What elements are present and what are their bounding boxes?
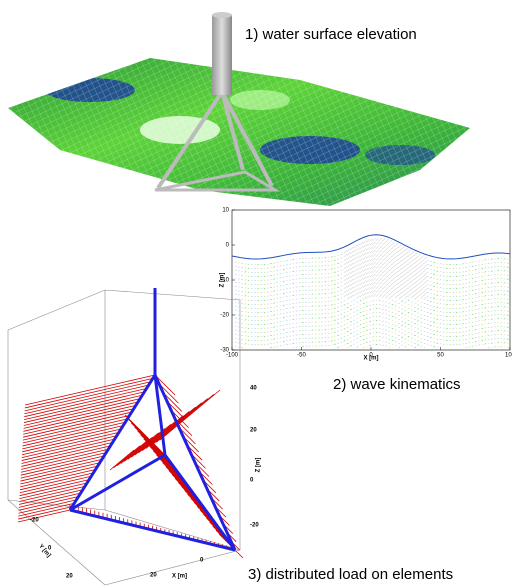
z-tick-label: 0 <box>250 478 254 484</box>
caption: 3) distributed load on elements <box>248 566 453 583</box>
y-tick-label: 0 <box>226 243 230 249</box>
load-arrow <box>25 375 155 405</box>
y-tick-label: -20 <box>220 313 229 319</box>
load-arrow <box>22 426 123 449</box>
z-axis-label: Z [m] <box>256 458 262 473</box>
y-tick-label: -20 <box>30 518 39 524</box>
load-arrow <box>114 446 141 468</box>
load-arrow <box>25 378 153 408</box>
load-arrow <box>22 436 117 458</box>
caption: 1) water surface elevation <box>245 26 417 43</box>
y-tick-label: 20 <box>66 574 73 580</box>
kinematics-plot: -100-50050100100-10-20-30 <box>220 208 512 359</box>
figure: 1) water surface elevation -100-50050100… <box>0 0 512 586</box>
y-tick-label: 10 <box>222 208 229 214</box>
load-arrow <box>235 550 243 558</box>
water-surface <box>0 12 480 220</box>
load-arrow <box>22 429 121 452</box>
x-axis-label: X [m] <box>364 356 379 362</box>
load-arrow <box>160 390 220 440</box>
load-arrow <box>21 459 102 478</box>
z-tick-label: 40 <box>250 386 257 392</box>
x-tick-label: 50 <box>437 353 444 359</box>
x-tick-label: 100 <box>505 353 512 359</box>
load-arrow <box>117 441 146 465</box>
load-arrow <box>24 389 146 417</box>
x-tick-label: 0 <box>200 558 204 564</box>
load-arrow <box>24 392 144 420</box>
load-arrow <box>23 405 135 431</box>
caption: 2) wave kinematics <box>333 376 461 393</box>
load-arrow <box>146 407 196 448</box>
load-arrow <box>110 450 134 470</box>
load-arrow <box>20 463 99 481</box>
load-arrow <box>21 456 104 475</box>
z-tick-label: -20 <box>250 523 259 529</box>
y-tick-label: -30 <box>220 348 229 354</box>
load-arrow <box>21 453 106 473</box>
load-arrow <box>24 399 140 426</box>
load-arrow <box>22 439 115 460</box>
load-arrow <box>24 395 142 422</box>
x-tick-label: 20 <box>150 573 157 579</box>
load-plot <box>8 288 243 585</box>
load-arrow <box>20 466 97 484</box>
structure <box>70 375 155 510</box>
z-tick-label: 20 <box>250 428 257 434</box>
load-arrow <box>156 394 213 442</box>
x-tick-label: -50 <box>297 353 306 359</box>
load-arrow <box>22 432 119 454</box>
x-axis-label: X [m] <box>172 574 187 580</box>
load-arrow <box>24 402 138 428</box>
y-axis-label: Z [m] <box>220 273 226 288</box>
